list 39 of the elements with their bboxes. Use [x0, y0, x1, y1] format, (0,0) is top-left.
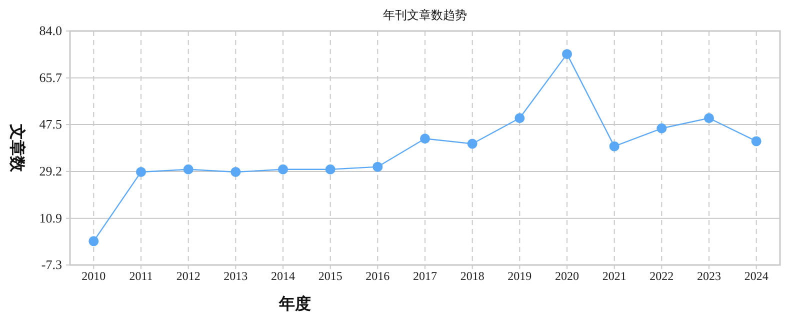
- x-tick-label: 2023: [697, 269, 721, 283]
- point: [88, 236, 99, 246]
- x-tick-label: 2017: [413, 269, 437, 283]
- x-tick-label: 2018: [460, 269, 484, 283]
- x-tick-label: 2022: [650, 269, 674, 283]
- x-axis-title: 年度: [278, 294, 311, 313]
- x-tick-label: 2014: [271, 269, 295, 283]
- point: [514, 113, 525, 124]
- y-tick-label: 84.0: [39, 23, 62, 38]
- point: [183, 164, 194, 174]
- point: [656, 123, 667, 134]
- point: [609, 141, 620, 152]
- y-axis-title: 文章数: [8, 123, 26, 173]
- x-tick-label: 2024: [744, 269, 768, 283]
- x-tick-label: 2015: [318, 269, 342, 283]
- point: [751, 136, 762, 146]
- x-tick-label: 2011: [129, 269, 153, 283]
- x-tick-label: 2021: [602, 269, 626, 283]
- point: [278, 164, 288, 174]
- x-tick-label: 2010: [82, 269, 106, 283]
- y-tick-label: 47.5: [39, 116, 62, 132]
- point: [230, 166, 241, 177]
- x-tick-label: 2019: [508, 269, 532, 283]
- x-tick-label: 2016: [366, 269, 390, 283]
- y-tick-label: 29.2: [39, 163, 62, 178]
- y-tick-label: -7.3: [41, 257, 62, 272]
- point: [136, 166, 146, 177]
- y-tick-label: 65.7: [39, 70, 62, 85]
- point: [562, 49, 572, 60]
- point: [325, 164, 336, 174]
- y-tick-label: 10.9: [39, 210, 62, 226]
- point: [372, 162, 383, 172]
- x-tick-label: 2013: [224, 269, 248, 283]
- chart-title: 年刊文章数趋势: [383, 8, 467, 22]
- point: [420, 134, 430, 144]
- point: [467, 138, 478, 149]
- point: [704, 113, 714, 124]
- x-tick-label: 2020: [555, 269, 579, 283]
- x-tick-label: 2012: [176, 269, 200, 283]
